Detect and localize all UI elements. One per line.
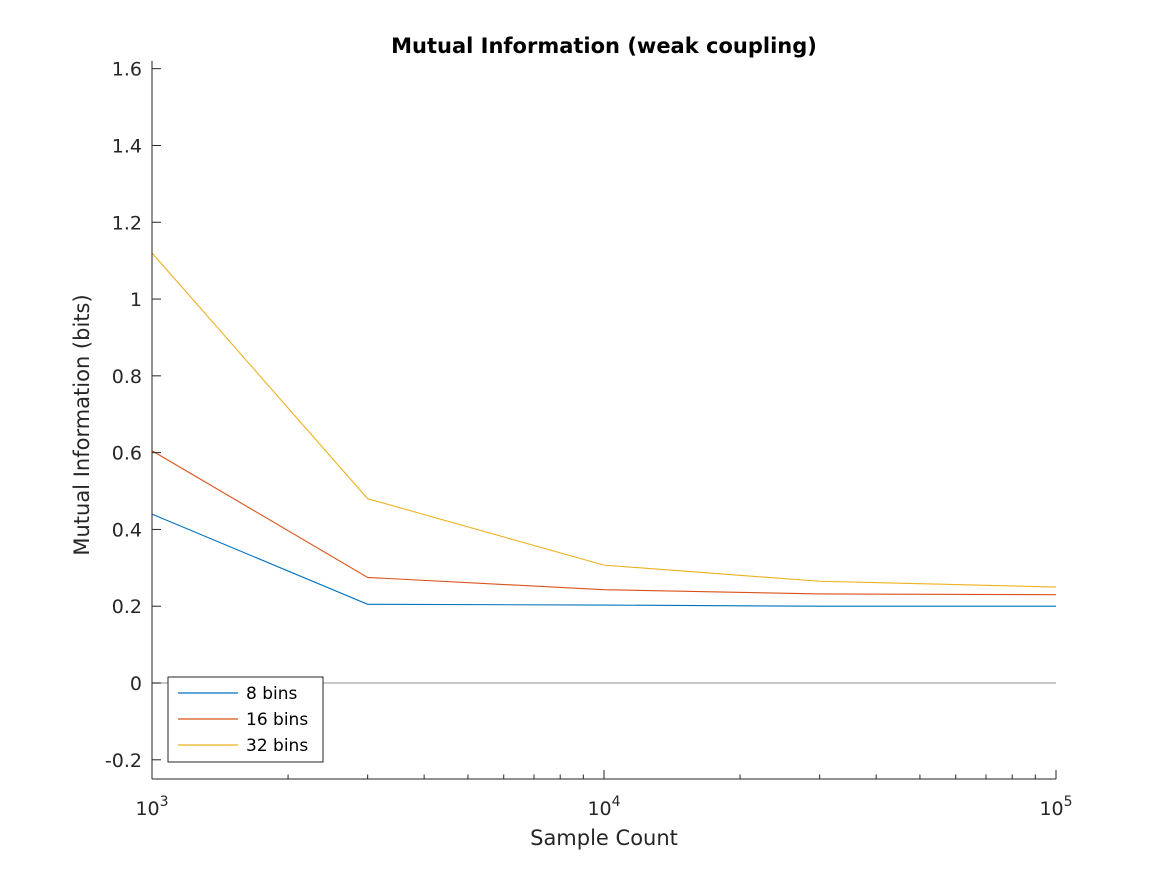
y-axis-label: Mutual Information (bits) — [70, 294, 94, 555]
plot-area — [152, 61, 1056, 779]
x-tick-label: 104 — [587, 794, 620, 820]
y-axis: -0.2 0 0.2 0.4 0.6 0.8 1 1.2 1.4 1.6 — [105, 59, 161, 779]
legend: 8 bins 16 bins 32 bins — [167, 676, 324, 763]
y-tick-label: 0.4 — [112, 519, 142, 541]
legend-label: 16 bins — [246, 710, 308, 730]
series-group — [151, 252, 1057, 607]
series-line-16-bins — [151, 450, 1057, 596]
x-tick-label: 103 — [135, 794, 168, 820]
y-tick-label: 1.4 — [112, 135, 142, 157]
series-line-8-bins — [151, 513, 1056, 607]
y-tick-label: -0.2 — [105, 750, 142, 772]
chart-title: Mutual Information (weak coupling) — [391, 34, 817, 58]
y-tick-label: 1.6 — [112, 59, 142, 81]
x-tick-label: 105 — [1039, 794, 1072, 820]
y-tick-label: 1.2 — [112, 212, 142, 234]
series-line-32-bins — [151, 252, 1057, 588]
x-axis-label: Sample Count — [530, 826, 678, 850]
y-tick-label: 1 — [130, 289, 142, 311]
axes-background — [152, 61, 1056, 779]
legend-label: 32 bins — [246, 736, 308, 756]
y-tick-label: 0.6 — [112, 443, 142, 465]
x-axis: 103 104 105 — [135, 770, 1073, 820]
y-tick-label: 0.8 — [112, 366, 142, 388]
legend-label: 8 bins — [246, 684, 298, 704]
y-tick-label: 0.2 — [112, 596, 142, 618]
y-tick-label: 0 — [130, 673, 142, 695]
